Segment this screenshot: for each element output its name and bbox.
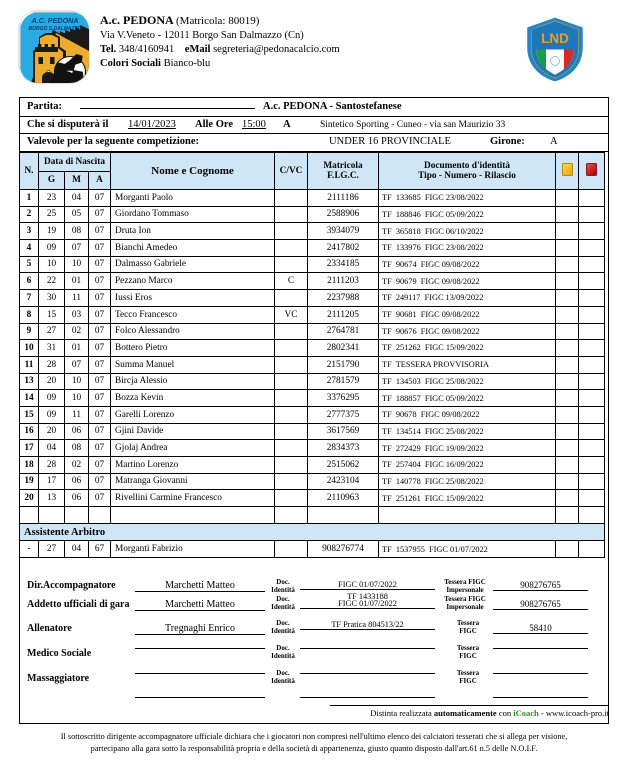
svg-text:LND: LND [541,31,569,46]
svg-text:A.C. PEDONA: A.C. PEDONA [30,16,78,25]
svg-text:BORGO S.DALMAZZO: BORGO S.DALMAZZO [28,26,81,32]
